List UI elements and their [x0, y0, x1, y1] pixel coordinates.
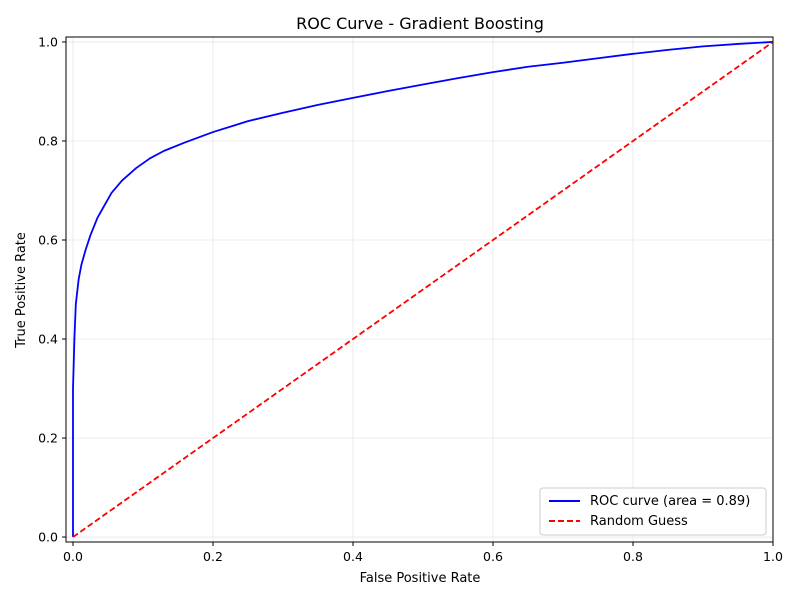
series-line-roc-curve-area-0-89 — [72, 41, 774, 538]
x-tick-label: 0.8 — [623, 549, 643, 564]
x-tick-label: 0.0 — [63, 549, 83, 564]
x-tick-label: 0.2 — [203, 549, 223, 564]
x-axis-label: False Positive Rate — [360, 571, 481, 586]
legend-box — [539, 487, 767, 536]
y-axis-label: True Positive Rate — [14, 232, 29, 349]
axis-ticks: 0.0 0.2 0.4 0.6 0.8 1.0 0.0 0.2 0.4 0.6 0.8 1.0 — [38, 34, 783, 564]
legend: ROC curve (area = 0.89) Random Guess — [539, 487, 767, 536]
chart-title: ROC Curve - Gradient Boosting — [296, 14, 544, 33]
y-tick-label: 0.8 — [38, 133, 58, 148]
y-tick-label: 0.6 — [38, 232, 58, 247]
plot-series — [72, 41, 774, 538]
plot-frame — [65, 36, 774, 543]
legend-label-roc-curve: ROC curve (area = 0.89) — [590, 494, 750, 509]
series-line-random-guess — [72, 41, 774, 538]
x-tick-label: 0.6 — [483, 549, 503, 564]
x-tick-label: 0.4 — [343, 549, 363, 564]
y-tick-label: 0.4 — [38, 332, 58, 347]
y-tick-label: 1.0 — [38, 34, 58, 49]
x-tick-label: 1.0 — [763, 549, 783, 564]
y-tick-label: 0.2 — [38, 431, 58, 446]
grid — [66, 37, 774, 542]
y-tick-label: 0.0 — [38, 530, 58, 545]
legend-label-random-guess: Random Guess — [590, 514, 688, 529]
